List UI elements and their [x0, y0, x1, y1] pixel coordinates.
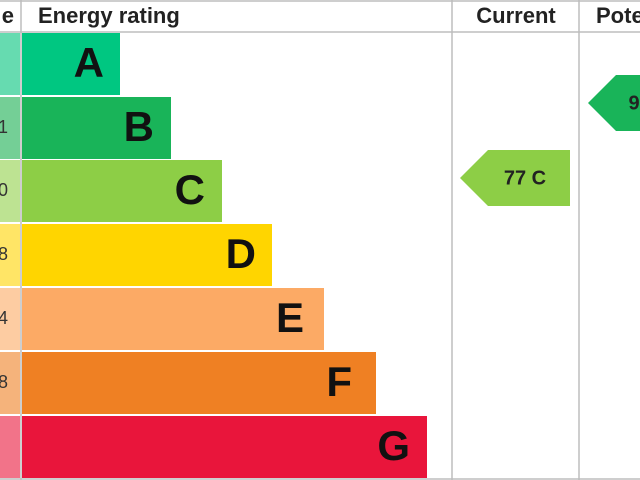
score-cell: [0, 160, 20, 222]
band-b: [22, 97, 171, 159]
score-range: 1: [0, 117, 8, 137]
header-current: Current: [476, 3, 556, 28]
score-cell: [0, 288, 20, 350]
current-arrow: [460, 150, 570, 206]
band-letter: B: [124, 103, 154, 150]
score-range: 8: [0, 244, 8, 264]
score-cell: [0, 33, 20, 95]
score-cell: [0, 416, 20, 478]
band-letter: F: [326, 358, 352, 405]
band-letter: E: [276, 294, 304, 341]
score-cell: [0, 352, 20, 414]
band-c: [22, 160, 222, 222]
score-cell: [0, 224, 20, 286]
score-range: 0: [0, 180, 8, 200]
score-cell: [0, 97, 20, 159]
band-d: [22, 224, 272, 286]
band-e: [22, 288, 324, 350]
band-f: [22, 352, 376, 414]
band-letter: C: [175, 166, 205, 213]
score-range: 8: [0, 372, 8, 392]
band-a: [22, 33, 120, 95]
potential-arrow: [588, 75, 640, 131]
band-letter: A: [74, 39, 104, 86]
header-score: e: [2, 3, 14, 28]
potential-rating: 9: [628, 92, 639, 114]
header-potential: Pote: [596, 3, 640, 28]
band-letter: G: [377, 422, 410, 469]
score-range: 4: [0, 308, 8, 328]
band-g: [22, 416, 427, 478]
header-rating: Energy rating: [38, 3, 180, 28]
band-letter: D: [226, 230, 256, 277]
current-rating: 77 C: [504, 167, 546, 189]
